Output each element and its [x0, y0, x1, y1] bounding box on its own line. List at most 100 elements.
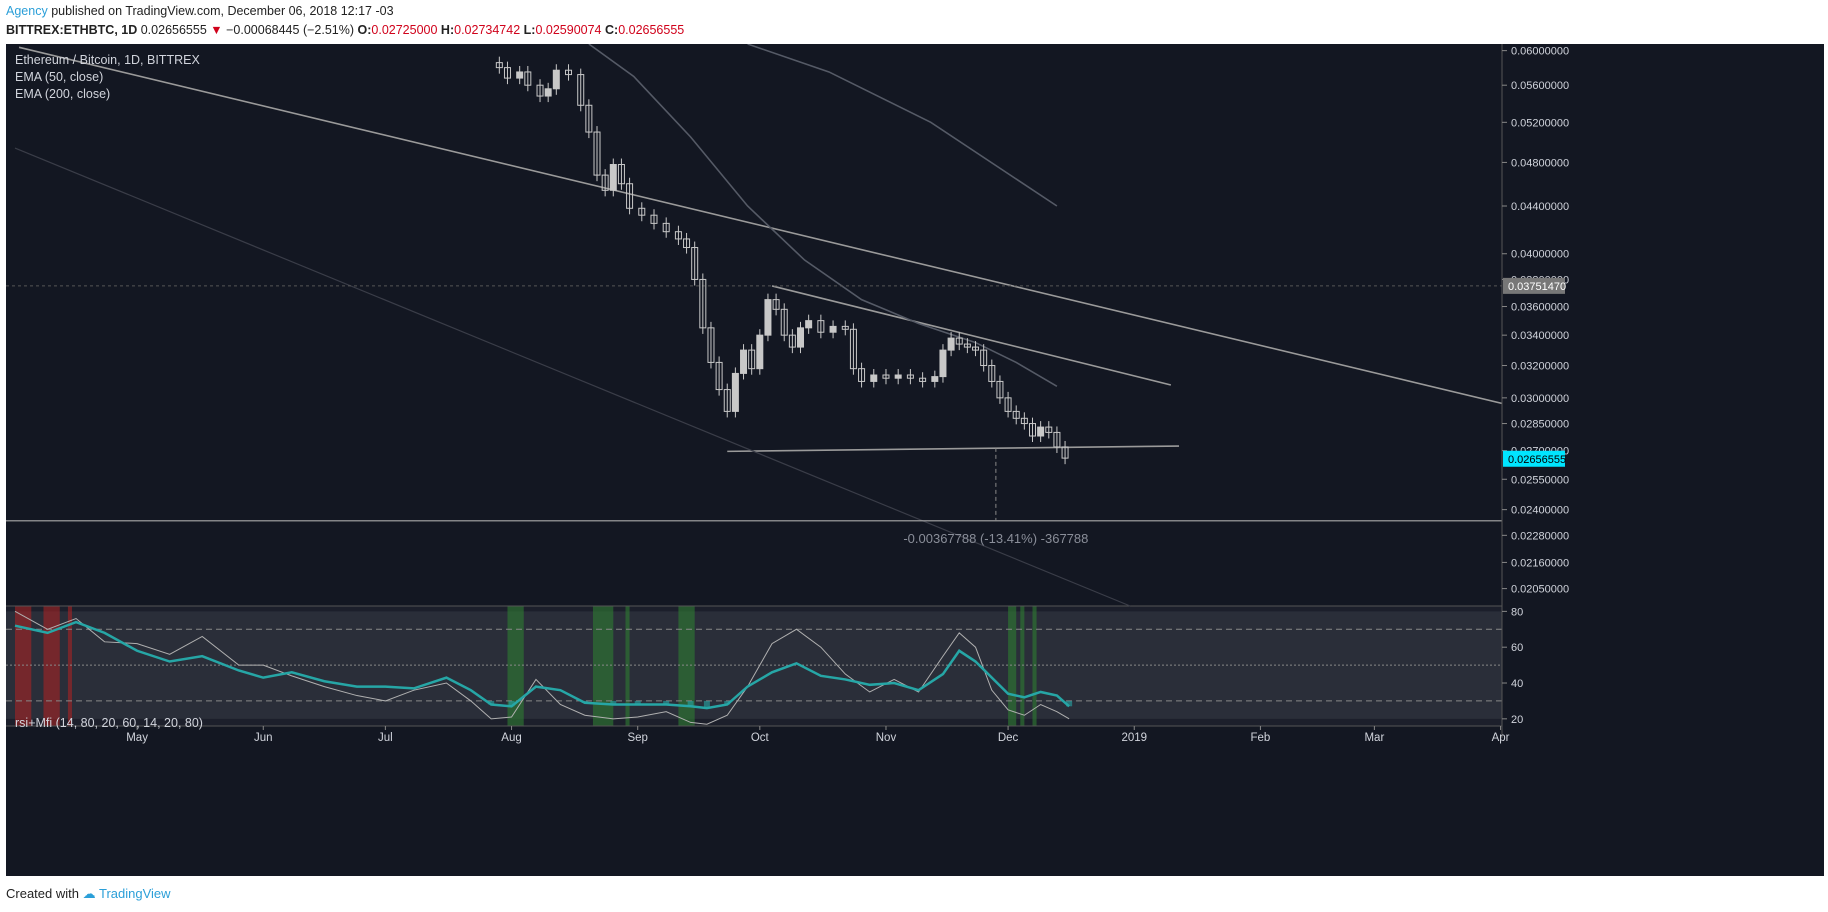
- candle-body: [988, 365, 996, 382]
- trendline: [14, 147, 1131, 607]
- candle-body: [947, 337, 955, 351]
- oversold-band: [625, 606, 630, 726]
- candle-body: [731, 372, 739, 412]
- candle-body: [858, 368, 866, 382]
- chart-container[interactable]: -0.00367788 (-13.41%) -367788 0.06000000 0…: [6, 44, 1824, 876]
- time-tick-label: Sep: [627, 732, 647, 744]
- price-legend: Ethereum / Bitcoin, 1D, BITTREX EMA (50,…: [15, 52, 200, 103]
- price-tag-label: 0.03751470: [1508, 281, 1566, 293]
- footer: Created with ☁ TradingView: [6, 886, 171, 902]
- time-tick-label: May: [126, 732, 148, 744]
- candle-body: [1053, 431, 1061, 448]
- candle-body: [617, 164, 625, 185]
- trendline: [18, 46, 1550, 416]
- candle-body: [577, 74, 585, 106]
- candle-body: [772, 299, 780, 310]
- ema200-line: [747, 44, 1058, 207]
- price-tick-label: 0.03200000: [1511, 361, 1569, 373]
- price-axis-background: [1502, 44, 1824, 738]
- symbol-label: BITTREX:ETHBTC, 1D: [6, 23, 138, 37]
- candle-body: [626, 183, 634, 209]
- price-tick-label: 0.02400000: [1511, 505, 1569, 517]
- close-label: C:: [605, 23, 619, 37]
- created-with-text: Created with: [6, 886, 79, 901]
- price-tick-label: 0.04400000: [1511, 201, 1569, 213]
- mfi-line: [14, 610, 1070, 725]
- indicator-tick-label: 20: [1511, 714, 1523, 726]
- close-value: 0.02656555: [618, 23, 685, 37]
- candle-body: [593, 131, 601, 176]
- candle-body: [1045, 426, 1053, 433]
- price-tick-label: 0.02850000: [1511, 419, 1569, 431]
- candle-body: [536, 84, 544, 97]
- candle-body: [503, 67, 511, 79]
- price-tick-label: 0.03000000: [1511, 393, 1569, 405]
- candle-body: [764, 299, 772, 336]
- candle-body: [740, 349, 748, 374]
- legend-title: Ethereum / Bitcoin, 1D, BITTREX: [15, 53, 200, 67]
- candle-body: [805, 320, 813, 329]
- time-tick-label: Mar: [1364, 732, 1384, 744]
- candle-body: [565, 69, 573, 76]
- low-value: 0.02590074: [535, 23, 602, 37]
- candle-body: [674, 231, 682, 240]
- candle-body: [699, 278, 707, 329]
- ema50-line: [588, 44, 1058, 387]
- oversold-band: [1020, 606, 1025, 726]
- candle-body: [1012, 410, 1020, 419]
- candle-body: [829, 325, 837, 333]
- legend-ema200: EMA (200, close): [15, 87, 111, 101]
- price-tag: [1503, 277, 1565, 294]
- candle-body: [1004, 397, 1012, 412]
- high-value: 0.02734742: [454, 23, 521, 37]
- time-tick-label: Aug: [501, 732, 521, 744]
- down-arrow-icon: ▼: [210, 23, 223, 37]
- author-link[interactable]: Agency: [6, 4, 48, 18]
- candle-body: [748, 349, 756, 370]
- open-value: 0.02725000: [371, 23, 438, 37]
- price-tick-label: 0.02160000: [1511, 557, 1569, 569]
- price-tick-label: 0.05600000: [1511, 80, 1569, 92]
- time-tick-label: Oct: [751, 732, 770, 744]
- candle-body: [723, 389, 731, 412]
- price-tick-label: 0.03400000: [1511, 330, 1569, 342]
- rsi-line: [14, 620, 1070, 710]
- candle-body: [972, 346, 980, 351]
- candle-body: [894, 374, 902, 379]
- candle-body: [707, 327, 715, 363]
- oversold-band: [1032, 606, 1037, 726]
- tradingview-logo-icon: ☁: [82, 886, 96, 901]
- candle-body: [544, 88, 552, 97]
- indicator-tick-label: 60: [1511, 642, 1523, 654]
- time-tick-label: Nov: [876, 732, 897, 744]
- candle-body: [524, 71, 532, 86]
- price-tick-label: 0.05200000: [1511, 117, 1569, 129]
- candle-body: [882, 374, 890, 379]
- candle-body: [516, 71, 524, 79]
- time-tick-label: Feb: [1251, 732, 1271, 744]
- price-tick-label: 0.02280000: [1511, 530, 1569, 542]
- price-tick-label: 0.02550000: [1511, 474, 1569, 486]
- candle-body: [931, 376, 939, 382]
- candle-body: [955, 337, 963, 345]
- legend-ema50: EMA (50, close): [15, 70, 104, 84]
- published-text: published on TradingView.com, December 0…: [51, 4, 394, 18]
- tradingview-link[interactable]: TradingView: [99, 886, 171, 901]
- time-tick-label: Jul: [378, 732, 393, 744]
- candle-body: [691, 247, 699, 280]
- measure-label: -0.00367788 (-13.41%) -367788: [903, 531, 1088, 546]
- candle-body: [609, 164, 617, 191]
- price-tag: [1503, 450, 1565, 467]
- oversold-band: [507, 606, 524, 726]
- candle-body: [817, 320, 825, 333]
- candle-body: [849, 328, 857, 370]
- oversold-band: [592, 606, 614, 726]
- publish-line: Agency published on TradingView.com, Dec…: [6, 2, 684, 21]
- candle-body: [980, 349, 988, 367]
- candle-body: [552, 69, 560, 90]
- candle-body: [919, 377, 927, 382]
- candle-body: [638, 207, 646, 216]
- time-tick-label: Apr: [1492, 732, 1510, 744]
- high-label: H:: [440, 23, 455, 37]
- chart-svg[interactable]: -0.00367788 (-13.41%) -367788 0.06000000 0…: [6, 44, 1824, 876]
